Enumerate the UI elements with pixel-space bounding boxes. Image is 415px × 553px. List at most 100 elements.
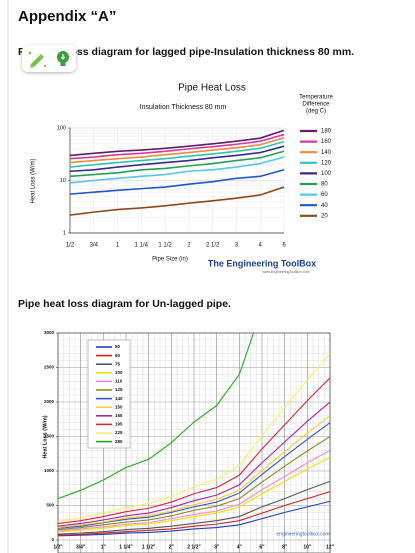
series-line (58, 401, 330, 527)
legend-label: 75 (115, 361, 121, 366)
y-tick-label: 0 (51, 537, 54, 542)
caption: Pipe heat loss diagram for lagged pipe-I… (18, 46, 354, 58)
heading: Appendix “A” (18, 8, 116, 25)
y-tick-label: 10 (60, 178, 66, 184)
chart: Pipe Heat Loss Insulation Thickness 80 m… (31, 83, 334, 274)
caption: Pipe heat loss diagram for Un-lagged pip… (18, 298, 231, 310)
x-tick-label: 6 (282, 243, 286, 249)
x-tick-label: 1 1/2" (142, 544, 156, 550)
series-line (58, 422, 330, 529)
legend-box (87, 339, 131, 449)
series-line (58, 333, 255, 500)
legend-label: 50 (115, 344, 121, 349)
y-tick-label: 1500 (44, 434, 55, 439)
x-tick-label: 3/4" (76, 544, 86, 550)
legend-label: 80 (321, 182, 328, 188)
series-line (69, 140, 285, 168)
y-tick-label: 500 (46, 503, 54, 508)
series-line (69, 133, 285, 160)
x-tick-label: 2 1/2" (187, 544, 201, 550)
legend-label: 60 (115, 353, 121, 358)
x-tick-label: 10" (303, 544, 312, 550)
plot-frame (57, 332, 331, 553)
x-tick-label: 3" (214, 544, 220, 550)
x-tick-label: 8" (282, 544, 288, 550)
x-tick-label: 2 1/2 (206, 243, 220, 249)
series-line (69, 156, 285, 184)
brand: The Engineering ToolBox (208, 258, 316, 268)
legend-label: 100 (321, 171, 332, 177)
pencil-icon (30, 54, 44, 68)
legend-label: 180 (321, 129, 332, 135)
chart-subtitle: Insulation Thickness 80 mm (140, 104, 227, 111)
series-line (58, 415, 330, 529)
y-axis-label: Heat Loss (W/m) (42, 415, 48, 458)
legend-label: 280 (115, 439, 123, 444)
legend-label: 20 (321, 213, 328, 219)
series-line (69, 137, 285, 164)
legend-label: 60 (321, 192, 328, 198)
series-line (58, 480, 330, 535)
x-tick-label: 3 (235, 243, 239, 249)
sparkle-icon (28, 51, 32, 55)
legend-label: 150 (115, 404, 123, 409)
legend-label: 110 (115, 379, 123, 384)
x-tick-label: 1 1/2 (158, 243, 172, 249)
x-tick-label: 6" (259, 544, 265, 550)
series-line (58, 500, 330, 537)
legend-label: 160 (321, 139, 332, 145)
legend-label: 165 (115, 413, 123, 418)
y-tick-label: 2500 (44, 365, 55, 370)
bulb-base (60, 62, 66, 66)
chart-title: Pipe Heat Loss (178, 83, 246, 94)
legend-label: 100 (115, 370, 123, 375)
x-tick-label: 1 1/4 (135, 243, 149, 249)
y-tick-label: 1000 (44, 468, 55, 473)
x-axis-label: Pipe Size (in) (152, 257, 188, 263)
legend-title: (deg C) (306, 109, 326, 115)
idea-button[interactable] (57, 51, 69, 66)
edit-button[interactable] (28, 51, 47, 68)
series-group (69, 129, 285, 216)
x-tick-label: 1" (101, 544, 107, 550)
x-tick-label: 4 (259, 243, 263, 249)
legend-label: 125 (115, 387, 123, 392)
x-tick-label: 4" (237, 544, 243, 550)
legend-label: 140 (115, 396, 123, 401)
series-line (58, 449, 330, 532)
y-tick-label: 2000 (44, 399, 55, 404)
x-tick-label: 3/4 (90, 243, 99, 249)
sparkle-icon (43, 64, 47, 68)
series-line (58, 377, 330, 524)
series-line (69, 186, 285, 216)
series-line (58, 456, 330, 533)
series-line (69, 169, 285, 195)
x-tick-label: 2" (169, 544, 175, 550)
y-axis-label: Heat Loss (W/m) (31, 158, 37, 203)
series-group (58, 333, 330, 537)
legend-label: 195 (115, 422, 123, 427)
watermark: engineeringtoolbox.com (276, 531, 329, 537)
x-tick-label: 2 (187, 243, 191, 249)
series-line (69, 145, 285, 173)
legend-label: 40 (321, 203, 328, 209)
legend-label: 140 (321, 150, 332, 156)
series-line (69, 129, 285, 157)
x-tick-label: 1 1/4" (119, 544, 133, 550)
series-line (58, 353, 330, 522)
legend-title: Difference (302, 102, 330, 108)
y-tick-label: 1 (63, 230, 66, 236)
chart: Heat Loss (W/m) 0 500 1000 1500 2000 2500 3000… (42, 330, 335, 553)
x-tick-label: 1/2 (66, 243, 75, 249)
bulb-arrow (60, 54, 66, 60)
brand-url: www.EngineeringToolBox.com (262, 270, 309, 274)
legend-label: 120 (321, 160, 332, 166)
x-tick-label: 1 (116, 243, 120, 249)
series-line (58, 436, 330, 531)
y-tick-label: 3000 (44, 330, 55, 335)
legend-label: 225 (115, 430, 123, 435)
series-line (69, 150, 285, 178)
series-line (58, 491, 330, 536)
y-tick-label: 100 (57, 125, 66, 131)
